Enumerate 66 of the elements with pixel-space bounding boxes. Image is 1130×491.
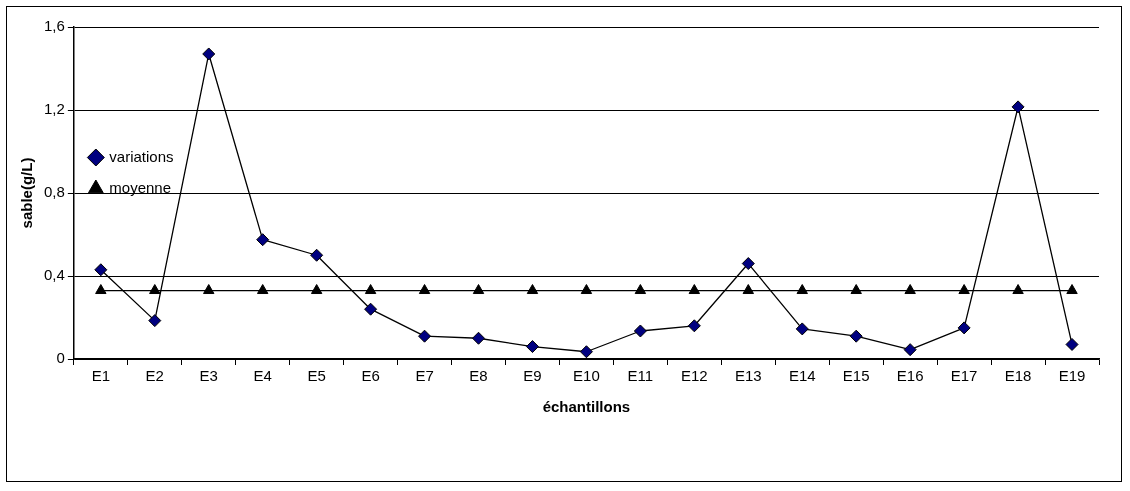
x-tick-label: E16 bbox=[896, 367, 924, 385]
x-tick-label: E6 bbox=[361, 367, 380, 385]
point bbox=[95, 284, 107, 295]
point bbox=[525, 340, 539, 354]
x-tick-label: E5 bbox=[307, 367, 326, 385]
point bbox=[1066, 284, 1078, 295]
point bbox=[1065, 337, 1079, 351]
x-tick-label: E11 bbox=[627, 367, 654, 385]
x-tick-label: E10 bbox=[573, 367, 600, 385]
point bbox=[1012, 284, 1024, 295]
point bbox=[203, 284, 215, 295]
point bbox=[310, 248, 324, 262]
point bbox=[257, 284, 269, 295]
point bbox=[526, 284, 539, 295]
point bbox=[148, 314, 162, 328]
y-tick-label: 1,6 bbox=[43, 17, 65, 35]
x-tick-label: E8 bbox=[469, 367, 488, 385]
y-tick-label: 0 bbox=[56, 349, 65, 367]
x-tick-label: E17 bbox=[950, 367, 978, 385]
x-axis-title: échantillons bbox=[542, 398, 631, 416]
point bbox=[741, 257, 755, 271]
x-tick-label: E18 bbox=[1004, 367, 1032, 385]
point bbox=[904, 284, 916, 295]
point bbox=[579, 345, 593, 359]
x-tick-label: E15 bbox=[842, 367, 870, 385]
point bbox=[202, 47, 216, 61]
point bbox=[796, 284, 808, 295]
x-tick-label: E14 bbox=[788, 367, 816, 385]
point bbox=[149, 284, 161, 295]
point bbox=[634, 284, 647, 295]
point bbox=[418, 329, 432, 343]
point bbox=[364, 302, 378, 316]
point bbox=[850, 284, 862, 295]
point bbox=[633, 324, 647, 338]
legend-label: variations bbox=[109, 147, 174, 165]
x-tick-label: E13 bbox=[734, 367, 762, 385]
point bbox=[472, 331, 486, 345]
point bbox=[1011, 100, 1025, 114]
point bbox=[687, 319, 701, 333]
x-tick-label: E1 bbox=[91, 367, 111, 385]
point bbox=[849, 329, 863, 343]
x-tick-label: E3 bbox=[199, 367, 218, 385]
x-tick-label: E12 bbox=[680, 367, 708, 385]
x-tick-label: E19 bbox=[1058, 367, 1086, 385]
point bbox=[472, 284, 485, 295]
y-tick-label: 0,8 bbox=[43, 183, 65, 201]
point bbox=[580, 284, 593, 295]
point bbox=[256, 233, 270, 247]
x-tick-label: E9 bbox=[523, 367, 542, 385]
point bbox=[958, 284, 970, 295]
point bbox=[310, 284, 323, 295]
point bbox=[795, 322, 809, 336]
point bbox=[418, 284, 431, 295]
y-tick-label: 1,2 bbox=[43, 100, 65, 118]
x-tick-label: E7 bbox=[415, 367, 434, 385]
legend-label: moyenne bbox=[109, 178, 172, 196]
point bbox=[742, 284, 754, 295]
point bbox=[94, 263, 108, 277]
point bbox=[903, 343, 917, 357]
point bbox=[688, 284, 701, 295]
x-tick-label: E2 bbox=[145, 367, 164, 385]
x-tick-label: E4 bbox=[253, 367, 272, 385]
point bbox=[364, 284, 377, 295]
point bbox=[957, 321, 971, 335]
y-tick-label: 0,4 bbox=[43, 266, 65, 284]
y-axis-title: sable(g/L) bbox=[18, 157, 36, 229]
